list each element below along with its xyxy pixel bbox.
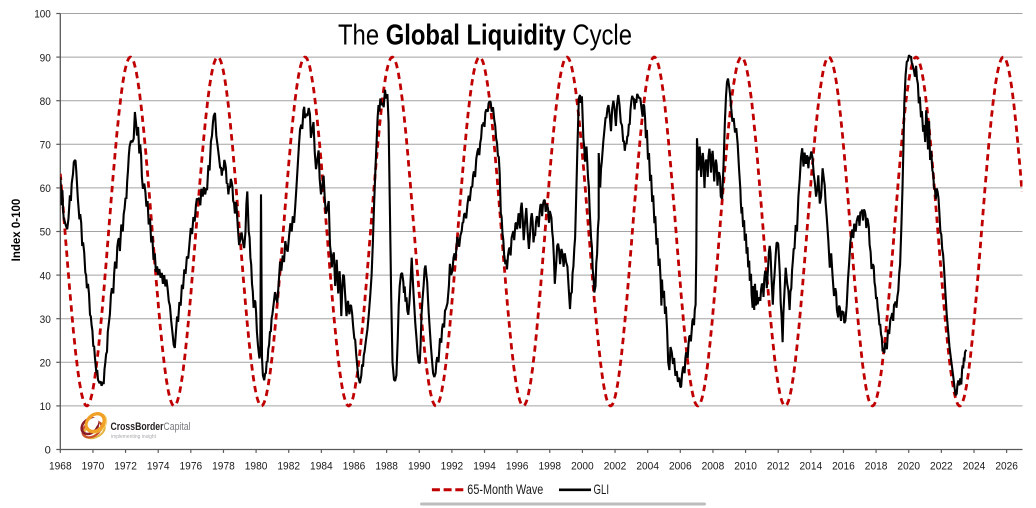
svg-text:2004: 2004 xyxy=(636,460,659,472)
svg-text:2018: 2018 xyxy=(865,460,888,472)
svg-text:70: 70 xyxy=(40,140,51,152)
svg-text:1978: 1978 xyxy=(212,460,235,472)
svg-text:The Global Liquidity Cycle: The Global Liquidity Cycle xyxy=(338,20,632,52)
svg-text:0: 0 xyxy=(45,445,51,457)
svg-text:1988: 1988 xyxy=(375,460,398,472)
svg-text:50: 50 xyxy=(40,227,51,239)
svg-text:2000: 2000 xyxy=(571,460,594,472)
svg-text:1974: 1974 xyxy=(147,460,170,472)
svg-text:10: 10 xyxy=(40,401,51,413)
svg-text:1990: 1990 xyxy=(408,460,431,472)
svg-text:65-Month Wave: 65-Month Wave xyxy=(467,482,543,497)
svg-text:GLI: GLI xyxy=(594,482,610,497)
svg-text:1994: 1994 xyxy=(473,460,496,472)
svg-text:1992: 1992 xyxy=(441,460,464,472)
svg-text:1982: 1982 xyxy=(277,460,300,472)
svg-text:60: 60 xyxy=(40,183,51,195)
svg-text:40: 40 xyxy=(40,270,51,282)
svg-text:2010: 2010 xyxy=(734,460,757,472)
svg-text:2008: 2008 xyxy=(702,460,725,472)
svg-text:implementing insight: implementing insight xyxy=(111,434,156,440)
svg-text:1968: 1968 xyxy=(49,460,72,472)
svg-text:2022: 2022 xyxy=(930,460,953,472)
svg-text:2016: 2016 xyxy=(832,460,855,472)
svg-text:2012: 2012 xyxy=(767,460,790,472)
svg-text:1980: 1980 xyxy=(245,460,268,472)
svg-text:90: 90 xyxy=(40,52,51,64)
svg-text:1976: 1976 xyxy=(180,460,203,472)
svg-text:80: 80 xyxy=(40,96,51,108)
svg-text:Index 0-100: Index 0-100 xyxy=(11,199,23,262)
svg-text:CrossBorderCapital: CrossBorderCapital xyxy=(111,421,191,433)
svg-text:1998: 1998 xyxy=(538,460,561,472)
svg-text:2014: 2014 xyxy=(800,460,823,472)
svg-text:2002: 2002 xyxy=(604,460,627,472)
svg-text:1970: 1970 xyxy=(82,460,105,472)
svg-text:1986: 1986 xyxy=(343,460,366,472)
svg-text:20: 20 xyxy=(40,358,51,370)
svg-text:100: 100 xyxy=(34,9,51,21)
svg-text:30: 30 xyxy=(40,314,51,326)
svg-text:2020: 2020 xyxy=(897,460,920,472)
svg-text:1984: 1984 xyxy=(310,460,333,472)
svg-text:2024: 2024 xyxy=(963,460,986,472)
svg-text:1996: 1996 xyxy=(506,460,529,472)
svg-text:1972: 1972 xyxy=(114,460,137,472)
svg-text:2026: 2026 xyxy=(995,460,1018,472)
svg-text:2006: 2006 xyxy=(669,460,692,472)
